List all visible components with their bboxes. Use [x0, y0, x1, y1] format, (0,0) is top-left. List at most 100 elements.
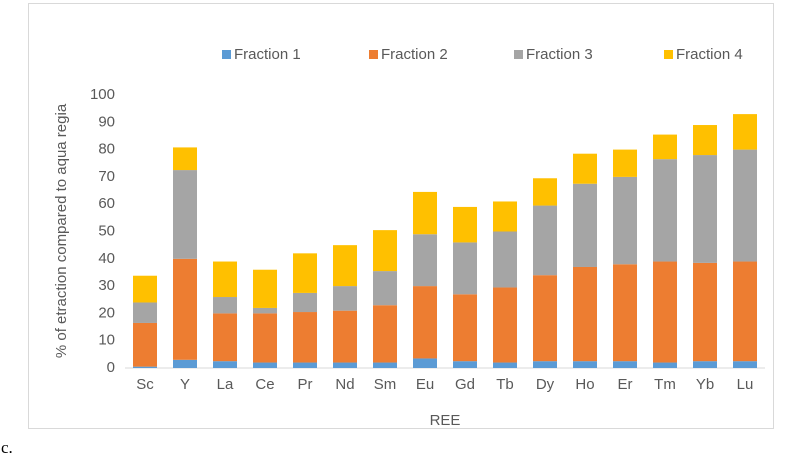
x-tick-label: Ho — [575, 376, 594, 393]
x-tick-label: La — [217, 376, 234, 393]
bar-segment — [293, 292, 317, 313]
x-tick-label: Nd — [335, 376, 354, 393]
bar-segment — [493, 362, 517, 368]
bar-segment — [333, 245, 357, 287]
y-tick-label: 90 — [98, 113, 115, 130]
bar-segment — [333, 310, 357, 363]
x-tick-label: Y — [180, 376, 190, 393]
bar-segment — [333, 286, 357, 311]
bar-segment — [573, 153, 597, 184]
bar-segment — [453, 206, 477, 243]
bar-segment — [213, 313, 237, 362]
bar-segment — [293, 312, 317, 363]
bar-segment — [693, 125, 717, 156]
bar-segment — [573, 266, 597, 362]
bar-segment — [653, 159, 677, 262]
y-tick-label: 40 — [98, 250, 115, 267]
bar-segment — [373, 305, 397, 363]
legend-swatch — [222, 50, 231, 59]
y-tick-label: 0 — [107, 359, 115, 376]
y-tick-label: 100 — [90, 86, 115, 103]
bar-segment — [653, 134, 677, 160]
bar-segment — [293, 253, 317, 293]
bar-segment — [573, 361, 597, 368]
bar-segment — [253, 269, 277, 308]
bar-segment — [693, 361, 717, 368]
y-tick-label: 70 — [98, 168, 115, 185]
y-tick-label: 20 — [98, 304, 115, 321]
bar-segment — [613, 176, 637, 265]
bar-segment — [293, 362, 317, 368]
x-tick-label: Sm — [374, 376, 397, 393]
legend-label: Fraction 2 — [381, 46, 448, 63]
x-tick-label: Ce — [255, 376, 274, 393]
bar-segment — [693, 262, 717, 362]
legend-swatch — [514, 50, 523, 59]
bar-segment — [253, 313, 277, 363]
x-axis-title: REE — [430, 412, 461, 429]
bar-segment — [413, 191, 437, 235]
bar-segment — [173, 147, 197, 171]
legend-label: Fraction 1 — [234, 46, 301, 63]
y-tick-label: 10 — [98, 332, 115, 349]
bar-segment — [653, 362, 677, 368]
bar-segment — [213, 297, 237, 314]
bar-segment — [253, 362, 277, 368]
bar-segment — [373, 362, 397, 368]
x-tick-label: Dy — [536, 376, 555, 393]
bar-segment — [693, 155, 717, 263]
x-tick-label: Tm — [654, 376, 676, 393]
x-tick-label: Sc — [136, 376, 154, 393]
y-tick-label: 50 — [98, 222, 115, 239]
bar-segment — [373, 230, 397, 272]
bar-segment — [733, 261, 757, 362]
bar-segment — [333, 362, 357, 368]
bar-segment — [613, 264, 637, 362]
y-axis-title: % of etraction compared to aqua regia — [53, 103, 70, 358]
bar-segment — [733, 361, 757, 368]
x-tick-label: Yb — [696, 376, 714, 393]
bar-segment — [453, 361, 477, 368]
y-tick-label: 30 — [98, 277, 115, 294]
legend-label: Fraction 3 — [526, 46, 593, 63]
caption: c. — [1, 438, 13, 456]
bar-segment — [253, 307, 277, 314]
x-tick-label: Gd — [455, 376, 475, 393]
x-tick-label: Er — [618, 376, 633, 393]
bar-segment — [493, 231, 517, 288]
x-tick-label: Lu — [737, 376, 754, 393]
y-tick-label: 80 — [98, 141, 115, 158]
bar-segment — [373, 271, 397, 306]
bar-segment — [173, 359, 197, 368]
bar-segment — [173, 258, 197, 360]
bar-segment — [533, 205, 557, 276]
legend-swatch — [664, 50, 673, 59]
bar-segment — [613, 149, 637, 177]
bar-segment — [653, 261, 677, 363]
bar-segment — [213, 361, 237, 368]
y-tick-label: 60 — [98, 195, 115, 212]
x-tick-label: Eu — [416, 376, 434, 393]
bar-segment — [133, 366, 157, 368]
legend-swatch — [369, 50, 378, 59]
bar-segment — [453, 294, 477, 362]
bar-segment — [733, 114, 757, 150]
bar-segment — [213, 261, 237, 298]
bar-segment — [133, 322, 157, 367]
bar-segment — [413, 234, 437, 287]
bar-segment — [173, 170, 197, 259]
bar-segment — [533, 361, 557, 368]
bar-segment — [133, 302, 157, 323]
bar-segment — [493, 287, 517, 363]
bar-segment — [453, 242, 477, 295]
x-tick-label: Pr — [298, 376, 313, 393]
bar-segment — [733, 149, 757, 262]
legend-label: Fraction 4 — [676, 46, 743, 63]
bar-segment — [493, 201, 517, 232]
bar-segment — [573, 183, 597, 267]
x-tick-label: Tb — [496, 376, 514, 393]
bar-segment — [533, 275, 557, 362]
bar-segment — [413, 286, 437, 359]
